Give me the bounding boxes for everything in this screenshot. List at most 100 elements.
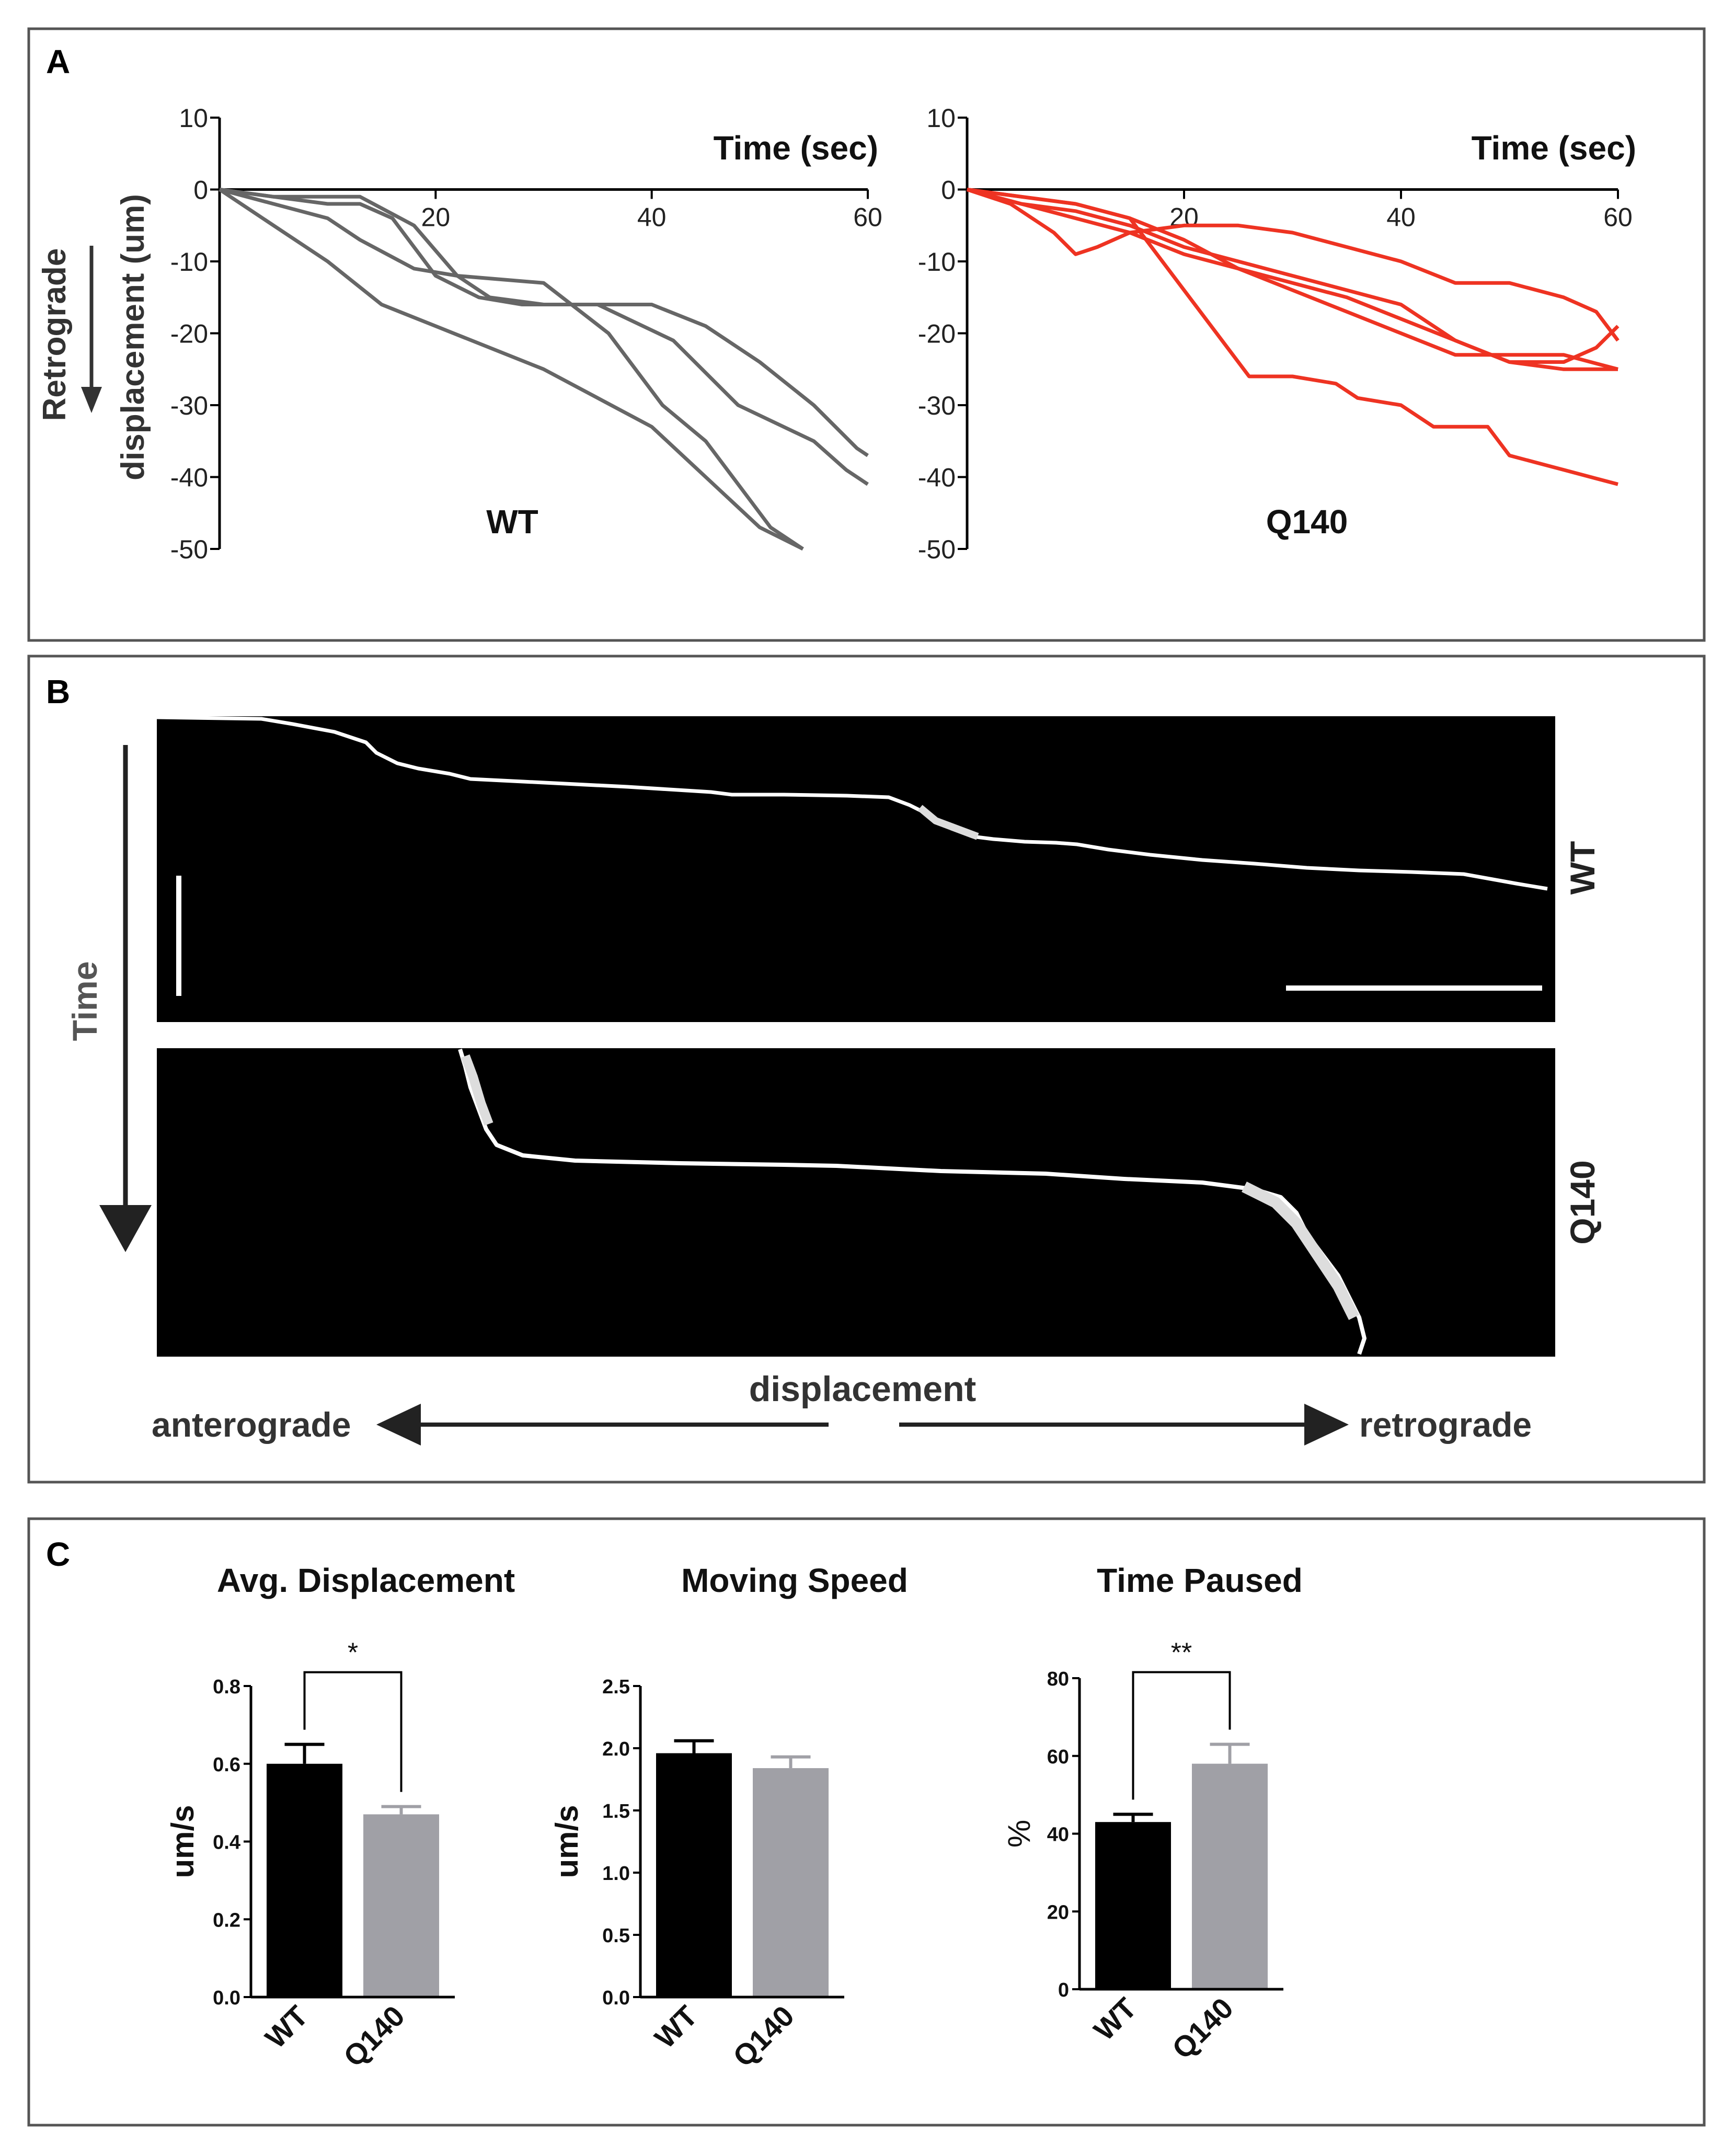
time-paused-y-tick-label: 20 bbox=[1047, 1901, 1069, 1923]
anterograde-arrow-head bbox=[376, 1404, 421, 1446]
wt-y-tick-label: -20 bbox=[170, 319, 208, 349]
avg-displacement-bar-q140 bbox=[363, 1814, 439, 1997]
panel-b-label: B bbox=[46, 673, 70, 710]
q140-y-tick-label: -40 bbox=[918, 463, 956, 492]
time-paused-significance-label: ** bbox=[1171, 1637, 1192, 1668]
avg-displacement-category-label: WT bbox=[259, 1999, 314, 2055]
retrograde-label: Retrograde bbox=[37, 248, 73, 421]
kymograph-q140-trace bbox=[458, 1048, 1366, 1355]
wt-x-axis-label: Time (sec) bbox=[714, 129, 878, 167]
avg-displacement-chart: Avg. Displacement um/s WT Q140 0.0 0.2 0.4 0.6 0… bbox=[165, 1562, 515, 2073]
wt-x-tick-label: 60 bbox=[853, 203, 882, 232]
moving-speed-bar-wt bbox=[656, 1753, 732, 1997]
q140-series-line-2 bbox=[967, 188, 1620, 364]
wt-series-line-3 bbox=[219, 188, 869, 457]
wt-x-tick-label: 40 bbox=[637, 203, 667, 232]
kymograph-q140-label: Q140 bbox=[1563, 1160, 1602, 1244]
q140-y-tick-label: -50 bbox=[918, 535, 956, 564]
kymograph-wt-trace-blob bbox=[917, 805, 979, 840]
panel-a: A Retrograde displacement (um) 10 0 -10 -20… bbox=[27, 27, 1706, 642]
moving-speed-title: Moving Speed bbox=[681, 1562, 908, 1599]
moving-speed-y-tick-label: 1.0 bbox=[602, 1863, 630, 1885]
moving-speed-category-label: WT bbox=[648, 1999, 704, 2055]
avg-displacement-bar-wt bbox=[267, 1763, 342, 1997]
moving-speed-y-tick-label: 0.5 bbox=[602, 1925, 630, 1947]
avg-displacement-y-tick-label: 0.4 bbox=[213, 1832, 240, 1854]
moving-speed-chart: Moving Speed um/s WT Q140 0.0 0.5 1.0 1.5 2.0 2.5 bbox=[549, 1562, 908, 2073]
time-paused-category-label: Q140 bbox=[1166, 1991, 1239, 2065]
wt-y-tick-label: -30 bbox=[170, 391, 208, 420]
wt-y-tick-label: -10 bbox=[170, 247, 208, 277]
time-label: Time bbox=[65, 961, 104, 1041]
avg-displacement-y-tick-label: 0.2 bbox=[213, 1909, 240, 1931]
wt-series-line-1 bbox=[219, 188, 804, 551]
avg-displacement-significance-label: * bbox=[348, 1638, 358, 1668]
wt-chart-title: WT bbox=[486, 503, 538, 541]
retrograde-label-b: retrograde bbox=[1359, 1405, 1532, 1444]
kymograph-q140-trace-blob-2 bbox=[1242, 1182, 1359, 1320]
avg-displacement-y-tick-label: 0.6 bbox=[213, 1754, 240, 1776]
panel-a-label: A bbox=[46, 43, 70, 81]
q140-y-tick-label: -10 bbox=[918, 247, 956, 277]
wt-y-tick-label: -50 bbox=[170, 535, 208, 564]
panel-c: C Avg. Displacement um/s WT Q140 0.0 0.2 0.4 0.… bbox=[27, 1517, 1706, 2127]
avg-displacement-y-tick-label: 0.8 bbox=[213, 1676, 240, 1698]
time-paused-y-tick-label: 80 bbox=[1047, 1668, 1069, 1690]
time-paused-y-tick-label: 60 bbox=[1047, 1746, 1069, 1768]
displacement-um-label: displacement (um) bbox=[115, 194, 151, 480]
moving-speed-y-tick-label: 2.0 bbox=[602, 1738, 630, 1760]
moving-speed-category-label: Q140 bbox=[727, 1999, 800, 2073]
moving-speed-y-tick-label: 0.0 bbox=[602, 1987, 630, 2009]
q140-chart-title: Q140 bbox=[1266, 503, 1348, 541]
time-paused-bar-wt bbox=[1095, 1822, 1171, 1989]
moving-speed-y-tick-label: 2.5 bbox=[602, 1676, 630, 1698]
avg-displacement-significance-bracket bbox=[303, 1671, 403, 1792]
retrograde-arrow-head bbox=[81, 387, 102, 413]
q140-y-tick-label: -20 bbox=[918, 319, 956, 349]
wt-y-tick-label: 0 bbox=[193, 176, 208, 205]
avg-displacement-y-axis-label: um/s bbox=[165, 1805, 200, 1878]
wt-series-line-2 bbox=[219, 188, 804, 551]
time-paused-y-tick-label: 0 bbox=[1058, 1979, 1069, 2001]
q140-x-tick-label: 60 bbox=[1603, 203, 1633, 232]
kymograph-q140-trace-blob bbox=[461, 1054, 493, 1126]
q140-series-line-5 bbox=[967, 188, 1618, 486]
q140-y-tick-label: 10 bbox=[926, 104, 956, 133]
time-paused-y-axis-label: % bbox=[1002, 1820, 1037, 1848]
q140-y-tick-label: 0 bbox=[941, 176, 956, 205]
time-arrow-head bbox=[99, 1205, 152, 1252]
kymograph-q140 bbox=[157, 1048, 1555, 1357]
kymograph-wt-trace bbox=[156, 715, 1548, 891]
wt-y-tick-label: 10 bbox=[179, 104, 208, 133]
avg-displacement-category-label: Q140 bbox=[337, 1999, 411, 2073]
q140-x-tick-label: 40 bbox=[1386, 203, 1416, 232]
time-paused-chart: Time Paused% WT Q140 0 20 40 60 80 ** bbox=[1002, 1562, 1303, 2065]
q140-x-axis-label: Time (sec) bbox=[1472, 129, 1636, 167]
wt-x-tick-label: 20 bbox=[421, 203, 451, 232]
q140-series-line-1 bbox=[966, 188, 1620, 342]
avg-displacement-title: Avg. Displacement bbox=[217, 1562, 515, 1599]
q140-y-tick-label: -30 bbox=[918, 391, 956, 420]
wt-series-line-4 bbox=[219, 188, 869, 486]
retrograde-arrow-head-b bbox=[1304, 1404, 1349, 1446]
panel-a-frame bbox=[27, 27, 1706, 642]
moving-speed-bar-q140 bbox=[753, 1768, 829, 1997]
panel-b-frame bbox=[27, 655, 1706, 1484]
kymograph-q140-background bbox=[157, 1048, 1555, 1357]
time-paused-bar-q140 bbox=[1192, 1763, 1268, 1989]
kymograph-wt-label: WT bbox=[1563, 841, 1602, 895]
panel-b: B WT Q140 Time displacement anterograde bbox=[27, 655, 1706, 1484]
moving-speed-y-tick-label: 1.5 bbox=[602, 1801, 630, 1822]
avg-displacement-y-tick-label: 0.0 bbox=[213, 1987, 240, 2009]
time-paused-category-label: WT bbox=[1087, 1991, 1143, 2047]
anterograde-label: anterograde bbox=[152, 1405, 351, 1444]
kymograph-wt bbox=[156, 715, 1555, 1022]
time-paused-significance-bracket bbox=[1132, 1671, 1231, 1800]
displacement-label: displacement bbox=[749, 1369, 977, 1409]
wt-line-chart: 10 0 -10 -20 -30 -40 -50 20 40 60 Time (sec) WT bbox=[170, 104, 882, 564]
moving-speed-y-axis-label: um/s bbox=[549, 1805, 584, 1878]
panel-c-label: C bbox=[46, 1535, 70, 1573]
panel-c-frame bbox=[27, 1517, 1706, 2127]
